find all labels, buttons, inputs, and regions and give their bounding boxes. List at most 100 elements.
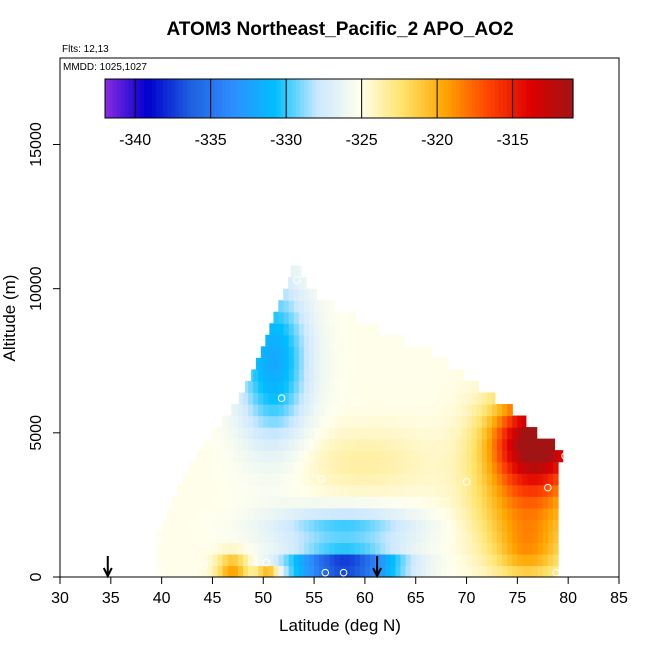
field-cell — [364, 369, 371, 382]
colorbar-segment — [136, 79, 141, 118]
field-cell — [425, 369, 432, 382]
field-cell — [237, 404, 244, 417]
field-cell — [202, 553, 208, 567]
field-cell — [273, 450, 280, 463]
field-cell — [217, 519, 224, 532]
colorbar-segment — [506, 79, 512, 118]
field-cell — [451, 553, 457, 567]
field-cell — [202, 473, 208, 486]
field-cell — [456, 450, 463, 463]
field-cell — [288, 507, 295, 520]
field-cell — [156, 530, 163, 543]
field-cell — [491, 530, 498, 543]
field-cell — [507, 519, 513, 532]
field-cell — [507, 507, 513, 520]
colorbar-segment — [514, 79, 519, 118]
colorbar-segment — [116, 79, 122, 118]
field-cell — [359, 438, 366, 451]
field-cell — [273, 369, 280, 382]
field-cell — [197, 450, 203, 463]
field-cell — [339, 311, 346, 324]
field-cell — [171, 530, 178, 543]
field-cell — [314, 519, 320, 532]
field-cell — [471, 565, 478, 578]
field-cell — [288, 542, 295, 555]
field-cell — [456, 484, 463, 497]
colorbar-segment — [417, 79, 422, 118]
field-cell — [273, 346, 280, 359]
field-cell — [329, 438, 336, 451]
field-cell — [309, 450, 315, 463]
field-cell — [253, 565, 259, 578]
field-cell — [359, 473, 366, 486]
field-cell — [354, 334, 361, 347]
field-cell — [491, 404, 498, 417]
date-annotation: MMDD: 1025,1027 — [63, 62, 147, 73]
colorbar-segment — [495, 79, 500, 118]
field-cell — [486, 450, 493, 463]
field-cell — [471, 496, 478, 509]
colorbar-segment — [218, 79, 223, 118]
field-cell — [466, 438, 473, 451]
field-cell — [314, 542, 320, 555]
field-cell — [221, 415, 224, 428]
field-cell — [339, 346, 346, 359]
field-cell — [364, 530, 371, 543]
sample-point — [552, 568, 560, 577]
field-cell — [197, 519, 203, 532]
field-cell — [334, 519, 341, 532]
field-cell — [329, 415, 336, 428]
field-cell — [410, 450, 417, 463]
field-cell — [253, 553, 259, 567]
field-cell — [542, 450, 549, 463]
field-cell — [446, 461, 452, 474]
field-cell — [334, 530, 341, 543]
field-cell — [451, 484, 457, 497]
field-cell — [258, 553, 264, 567]
field-cell — [507, 542, 513, 555]
field-cell — [212, 553, 219, 567]
field-cell — [298, 473, 305, 486]
field-cell — [491, 496, 498, 509]
field-cell — [288, 346, 295, 359]
field-cell — [288, 404, 295, 417]
field-cell — [390, 369, 396, 382]
colorbar-segment — [179, 79, 184, 118]
field-cell — [430, 565, 437, 578]
field-cell — [227, 461, 234, 474]
field-cell — [420, 553, 427, 567]
field-cell — [212, 461, 219, 474]
field-cell — [451, 496, 457, 509]
field-cell — [359, 346, 366, 359]
field-cell — [364, 357, 371, 370]
field-cell — [222, 438, 229, 451]
field-cell — [380, 507, 386, 520]
field-cell — [385, 507, 391, 520]
field-cell — [547, 519, 554, 532]
field-cell — [430, 542, 437, 555]
field-cell — [461, 461, 468, 474]
field-cell — [359, 450, 366, 463]
field-cell — [354, 519, 361, 532]
x-tick-label: 65 — [407, 590, 425, 607]
field-cell — [309, 553, 315, 567]
field-cell — [502, 519, 508, 532]
field-cell — [537, 450, 544, 463]
field-cell — [466, 507, 473, 520]
field-cell — [212, 484, 219, 497]
field-cell — [420, 507, 427, 520]
field-cell — [369, 380, 376, 394]
field-cell — [512, 530, 518, 543]
field-cell — [329, 323, 336, 336]
field-cell — [420, 427, 427, 440]
field-cell — [242, 415, 249, 428]
field-cell — [217, 530, 224, 543]
field-cell — [552, 484, 559, 497]
field-cell — [415, 438, 422, 451]
field-cell — [537, 553, 544, 567]
field-cell — [329, 507, 336, 520]
colorbar-segment — [307, 79, 313, 118]
field-cell — [436, 519, 442, 532]
field-cell — [461, 542, 468, 555]
field-cell — [283, 300, 290, 313]
